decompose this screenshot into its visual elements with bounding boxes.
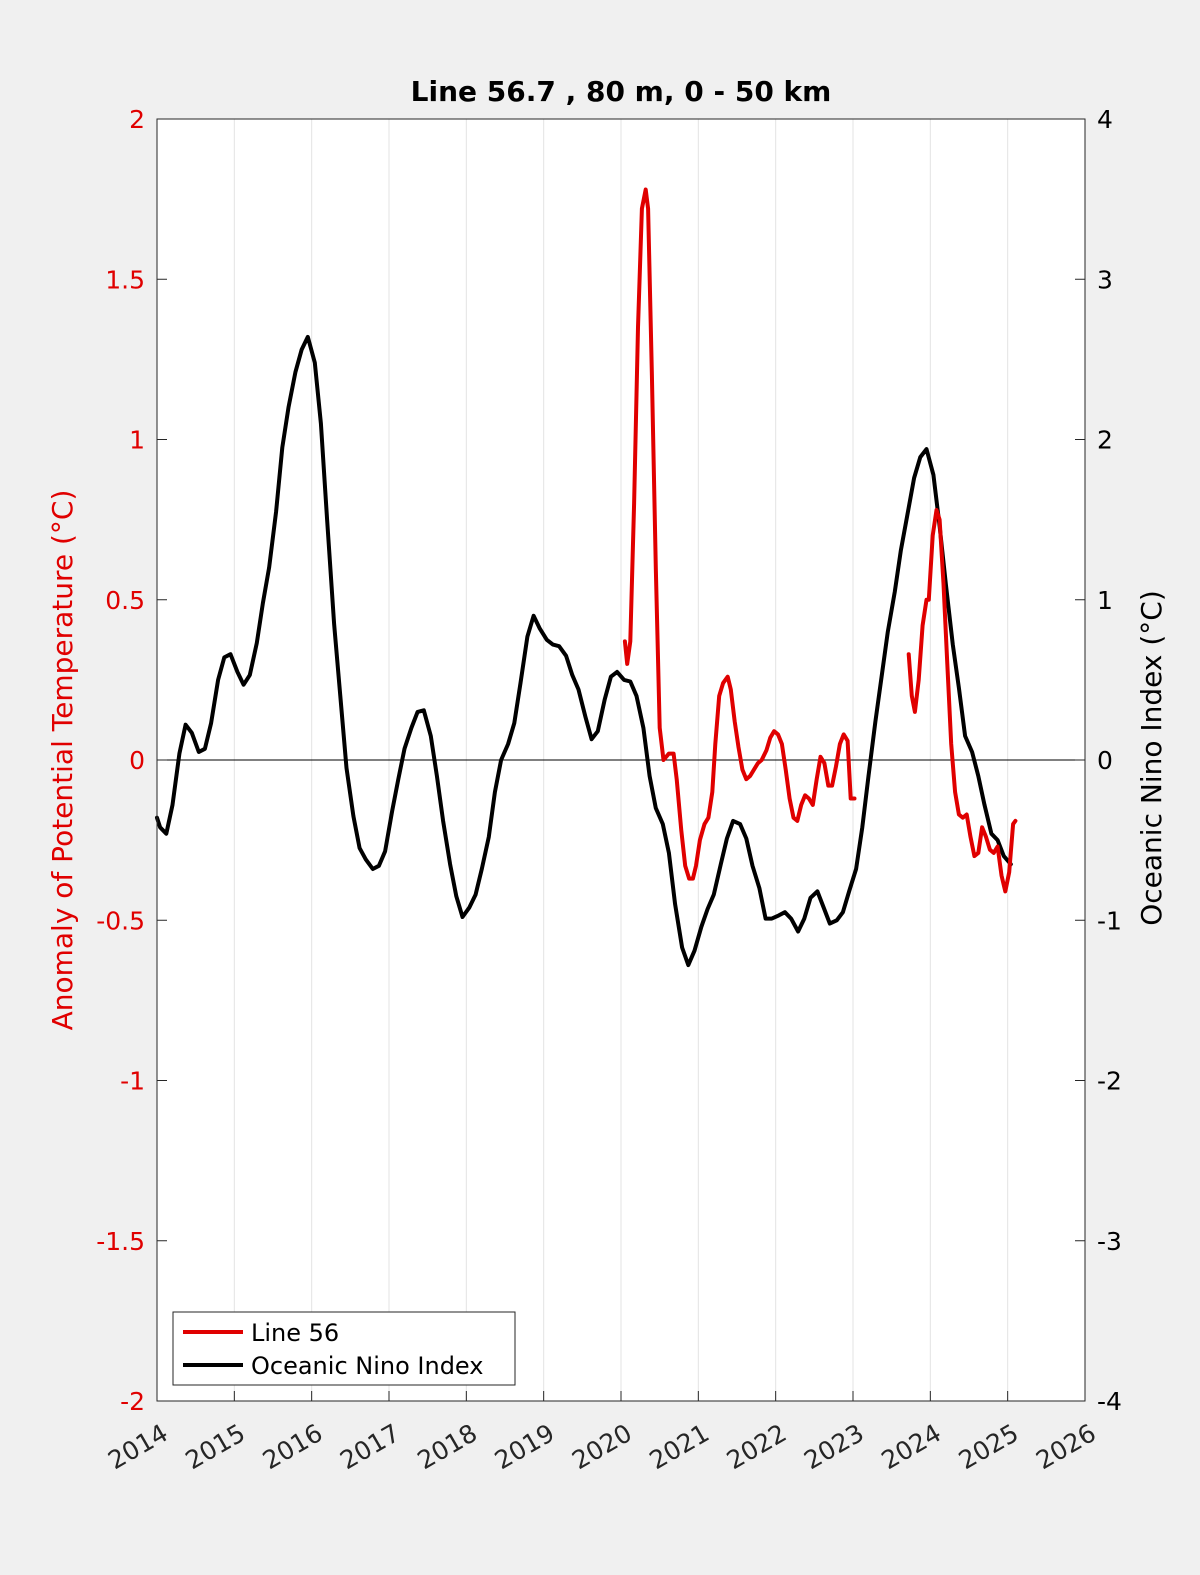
y-tick-label: -1.5 xyxy=(96,1227,145,1256)
y2-tick-label: -4 xyxy=(1097,1387,1122,1416)
y-tick-label: 2 xyxy=(129,105,145,134)
legend-label-oceanic-nino-index: Oceanic Nino Index xyxy=(251,1352,483,1380)
chart-title: Line 56.7 , 80 m, 0 - 50 km xyxy=(411,75,832,108)
legend: Line 56 Oceanic Nino Index xyxy=(172,1311,516,1386)
y2-tick-label: 1 xyxy=(1097,586,1113,615)
y-tick-label: -2 xyxy=(120,1387,145,1416)
y2-tick-label: -2 xyxy=(1097,1067,1122,1096)
y-tick-label: 0.5 xyxy=(105,586,145,615)
y2-tick-label: 3 xyxy=(1097,265,1113,294)
series-line-oceanic-nino-index-segment-1 xyxy=(155,334,1013,968)
series-line-line-56-segment-1 xyxy=(622,187,857,881)
y-tick-label: -0.5 xyxy=(96,906,145,935)
y-tick-label: 0 xyxy=(129,746,145,775)
y2-axis-label: Oceanic Nino Index (°C) xyxy=(1135,590,1168,926)
y-tick-label: 1.5 xyxy=(105,265,145,294)
y-tick-label: -1 xyxy=(120,1067,145,1096)
y2-tick-label: -3 xyxy=(1097,1227,1122,1256)
y-tick-label: 1 xyxy=(129,426,145,455)
legend-box xyxy=(172,1311,516,1386)
y2-tick-label: 4 xyxy=(1097,105,1113,134)
y2-tick-label: -1 xyxy=(1097,906,1122,935)
y-axis-label: Anomaly of Potential Temperature (°C) xyxy=(46,490,79,1031)
y2-tick-label: 0 xyxy=(1097,746,1113,775)
y2-tick-label: 2 xyxy=(1097,426,1113,455)
series-layer xyxy=(155,187,1018,968)
series-line-line-56-segment-2 xyxy=(906,508,1018,894)
legend-label-line-56: Line 56 xyxy=(251,1319,339,1347)
